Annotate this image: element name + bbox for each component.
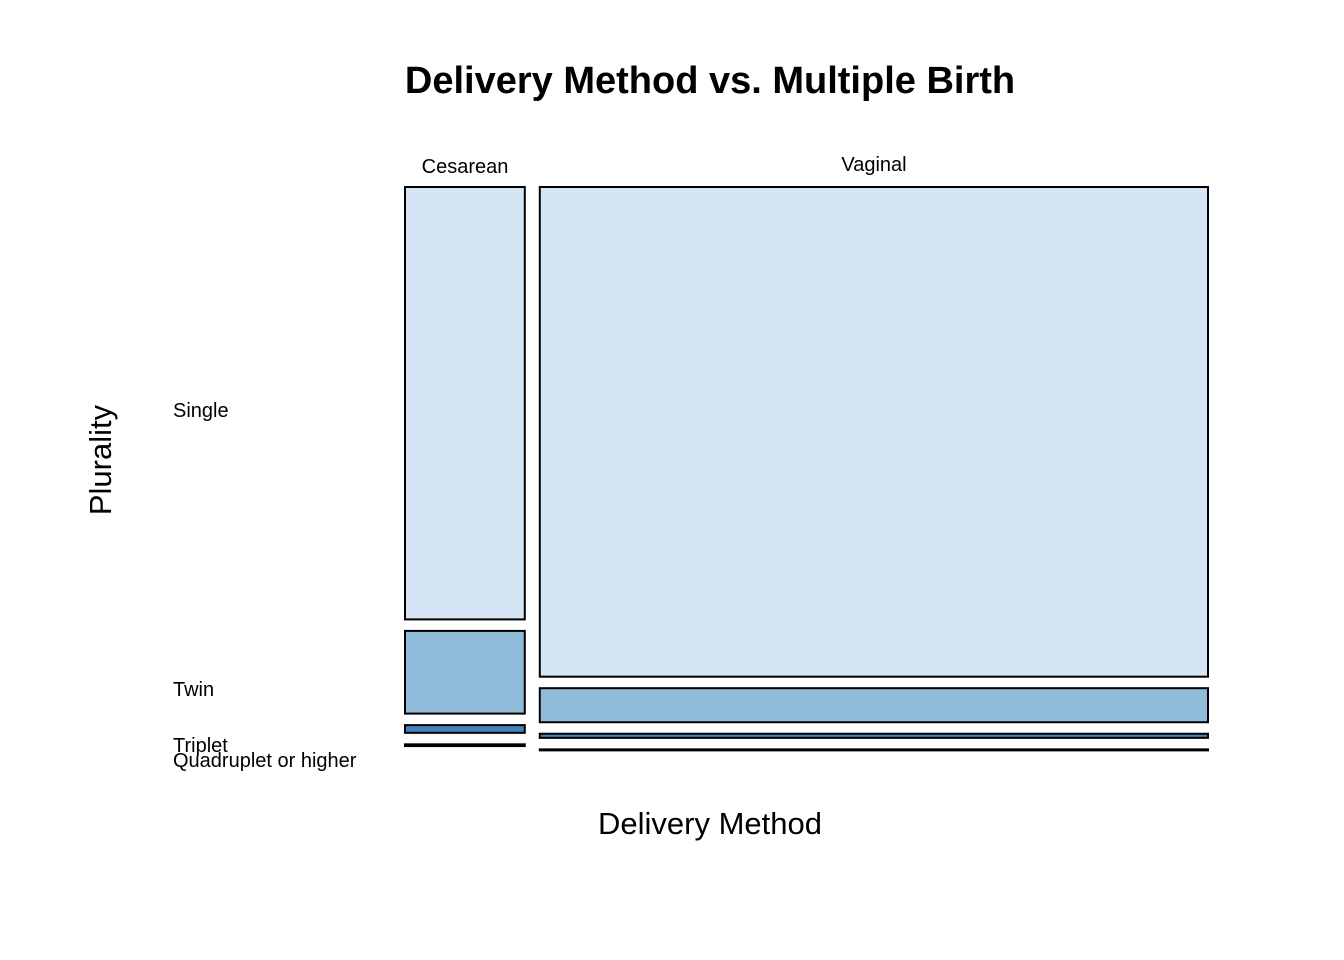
row-label-single: Single (173, 400, 229, 422)
mosaic-cell-vaginal-triplet (538, 732, 1209, 739)
mosaic-cell-cesarean-twin (404, 629, 526, 715)
column-label-cesarean: Cesarean (422, 156, 509, 178)
mosaic-cell-cesarean-single (404, 186, 526, 621)
mosaic-cells (404, 186, 1209, 752)
column-label-vaginal: Vaginal (841, 154, 906, 176)
mosaic-cell-cesarean-quadruplet-or-higher (404, 743, 526, 748)
chart-title: Delivery Method vs. Multiple Birth (405, 60, 1015, 102)
mosaic-cell-vaginal-quadruplet-or-higher (538, 748, 1209, 752)
mosaic-cell-cesarean-triplet (404, 724, 526, 734)
row-label-quadruplet-or-higher: Quadruplet or higher (173, 750, 357, 772)
y-axis-title: Plurality (83, 404, 118, 515)
row-label-triplet: Triplet (173, 735, 228, 757)
row-label-twin: Twin (173, 679, 214, 701)
mosaic-cell-vaginal-twin (538, 687, 1209, 724)
mosaic-cell-vaginal-single (538, 186, 1209, 678)
x-axis-title: Delivery Method (598, 806, 822, 841)
